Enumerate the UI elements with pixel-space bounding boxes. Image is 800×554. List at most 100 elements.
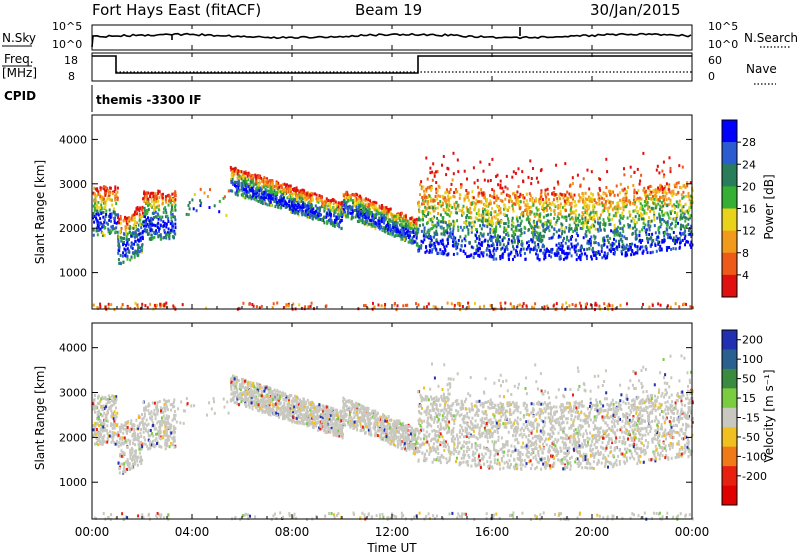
echo-cell bbox=[125, 225, 128, 229]
echo-cell bbox=[98, 222, 101, 226]
echo-cell bbox=[121, 236, 124, 240]
echo-cell bbox=[677, 190, 680, 194]
echo-cell bbox=[603, 254, 606, 258]
echo-cell bbox=[567, 199, 570, 203]
echo-cell bbox=[569, 217, 572, 221]
echo-cell bbox=[405, 224, 407, 228]
echo-cell bbox=[575, 232, 578, 235]
echo-cell bbox=[670, 247, 673, 251]
echo-cell bbox=[563, 203, 566, 207]
echo-cell bbox=[491, 242, 494, 246]
echo-cell bbox=[478, 235, 481, 238]
echo-cell bbox=[543, 207, 546, 210]
echo-cell bbox=[556, 218, 559, 222]
echo-cell bbox=[478, 459, 481, 463]
echo-cell bbox=[552, 232, 555, 236]
echo-cell bbox=[253, 190, 256, 193]
echo-cell bbox=[553, 228, 556, 231]
echo-cell bbox=[542, 208, 545, 212]
echo-cell bbox=[391, 231, 394, 235]
echo-cell bbox=[648, 216, 651, 220]
echo-cell bbox=[678, 236, 681, 240]
echo-cell bbox=[478, 218, 481, 222]
echo-cell bbox=[281, 183, 284, 187]
echo-cell bbox=[345, 201, 348, 205]
echo-cell bbox=[452, 151, 455, 155]
echo-cell bbox=[334, 215, 337, 219]
echo-cell bbox=[567, 239, 570, 243]
echo-cell bbox=[671, 209, 674, 213]
echo-cell bbox=[606, 252, 609, 256]
echo-cell bbox=[644, 229, 647, 232]
echo-cell bbox=[449, 188, 452, 191]
echo-cell bbox=[489, 231, 492, 235]
echo-cell bbox=[557, 212, 560, 216]
echo-cell bbox=[486, 209, 489, 213]
echo-cell bbox=[618, 245, 621, 249]
echo-cell bbox=[614, 205, 617, 209]
echo-cell bbox=[169, 222, 172, 226]
echo-cell bbox=[674, 247, 677, 251]
echo-cell bbox=[614, 207, 617, 211]
echo-cell bbox=[486, 221, 489, 225]
echo-cell bbox=[96, 209, 99, 213]
frequency-trace bbox=[92, 55, 692, 74]
echo-cell bbox=[238, 183, 241, 187]
echo-cell bbox=[555, 163, 558, 167]
echo-cell bbox=[548, 229, 551, 233]
echo-cell bbox=[568, 251, 571, 255]
echo-cell bbox=[662, 160, 665, 164]
echo-cell bbox=[483, 178, 486, 182]
echo-cell bbox=[110, 198, 113, 202]
echo-cell bbox=[257, 183, 260, 187]
echo-cell bbox=[487, 209, 490, 213]
echo-cell bbox=[475, 228, 478, 231]
echo-cell bbox=[598, 216, 601, 220]
echo-cell bbox=[289, 190, 292, 194]
echo-cell bbox=[463, 226, 466, 229]
echo-cell bbox=[269, 200, 272, 204]
echo-cell bbox=[568, 229, 570, 233]
echo-cell bbox=[679, 203, 682, 207]
echo-cell bbox=[131, 234, 134, 238]
echo-cell bbox=[442, 226, 445, 230]
echo-cell bbox=[617, 233, 620, 237]
echo-cell bbox=[490, 224, 493, 228]
echo-cell bbox=[359, 196, 361, 200]
echo-cell bbox=[528, 247, 531, 251]
echo-cell bbox=[512, 192, 515, 196]
echo-cell bbox=[272, 184, 274, 188]
echo-cell bbox=[279, 196, 282, 200]
echo-cell bbox=[458, 209, 461, 213]
echo-cell bbox=[99, 227, 102, 231]
echo-cell bbox=[261, 179, 263, 183]
echo-cell bbox=[134, 235, 136, 239]
echo-cell bbox=[689, 243, 692, 247]
echo-cell bbox=[130, 232, 132, 236]
echo-cell bbox=[535, 236, 538, 240]
echo-cell bbox=[561, 247, 564, 251]
echo-cell bbox=[304, 204, 307, 208]
echo-cell bbox=[538, 233, 541, 237]
echo-cell bbox=[461, 207, 464, 210]
echo-cell bbox=[473, 252, 476, 255]
echo-cell bbox=[520, 219, 523, 223]
echo-cell bbox=[679, 239, 682, 243]
echo-cell bbox=[237, 190, 240, 194]
echo-cell bbox=[678, 245, 681, 249]
echo-cell bbox=[485, 200, 488, 204]
echo-cell bbox=[519, 206, 522, 210]
echo-cell bbox=[368, 203, 370, 207]
echo-cell bbox=[431, 250, 433, 254]
echo-cell bbox=[629, 165, 632, 169]
echo-cell bbox=[103, 197, 105, 201]
echo-cell bbox=[173, 200, 176, 204]
echo-cell bbox=[375, 209, 378, 213]
echo-cell bbox=[447, 213, 449, 217]
echo-cell bbox=[108, 232, 111, 235]
echo-cell bbox=[594, 227, 597, 231]
echo-cell bbox=[365, 220, 368, 224]
echo-cell bbox=[565, 238, 568, 242]
echo-cell bbox=[614, 211, 617, 215]
echo-cell bbox=[147, 202, 150, 206]
